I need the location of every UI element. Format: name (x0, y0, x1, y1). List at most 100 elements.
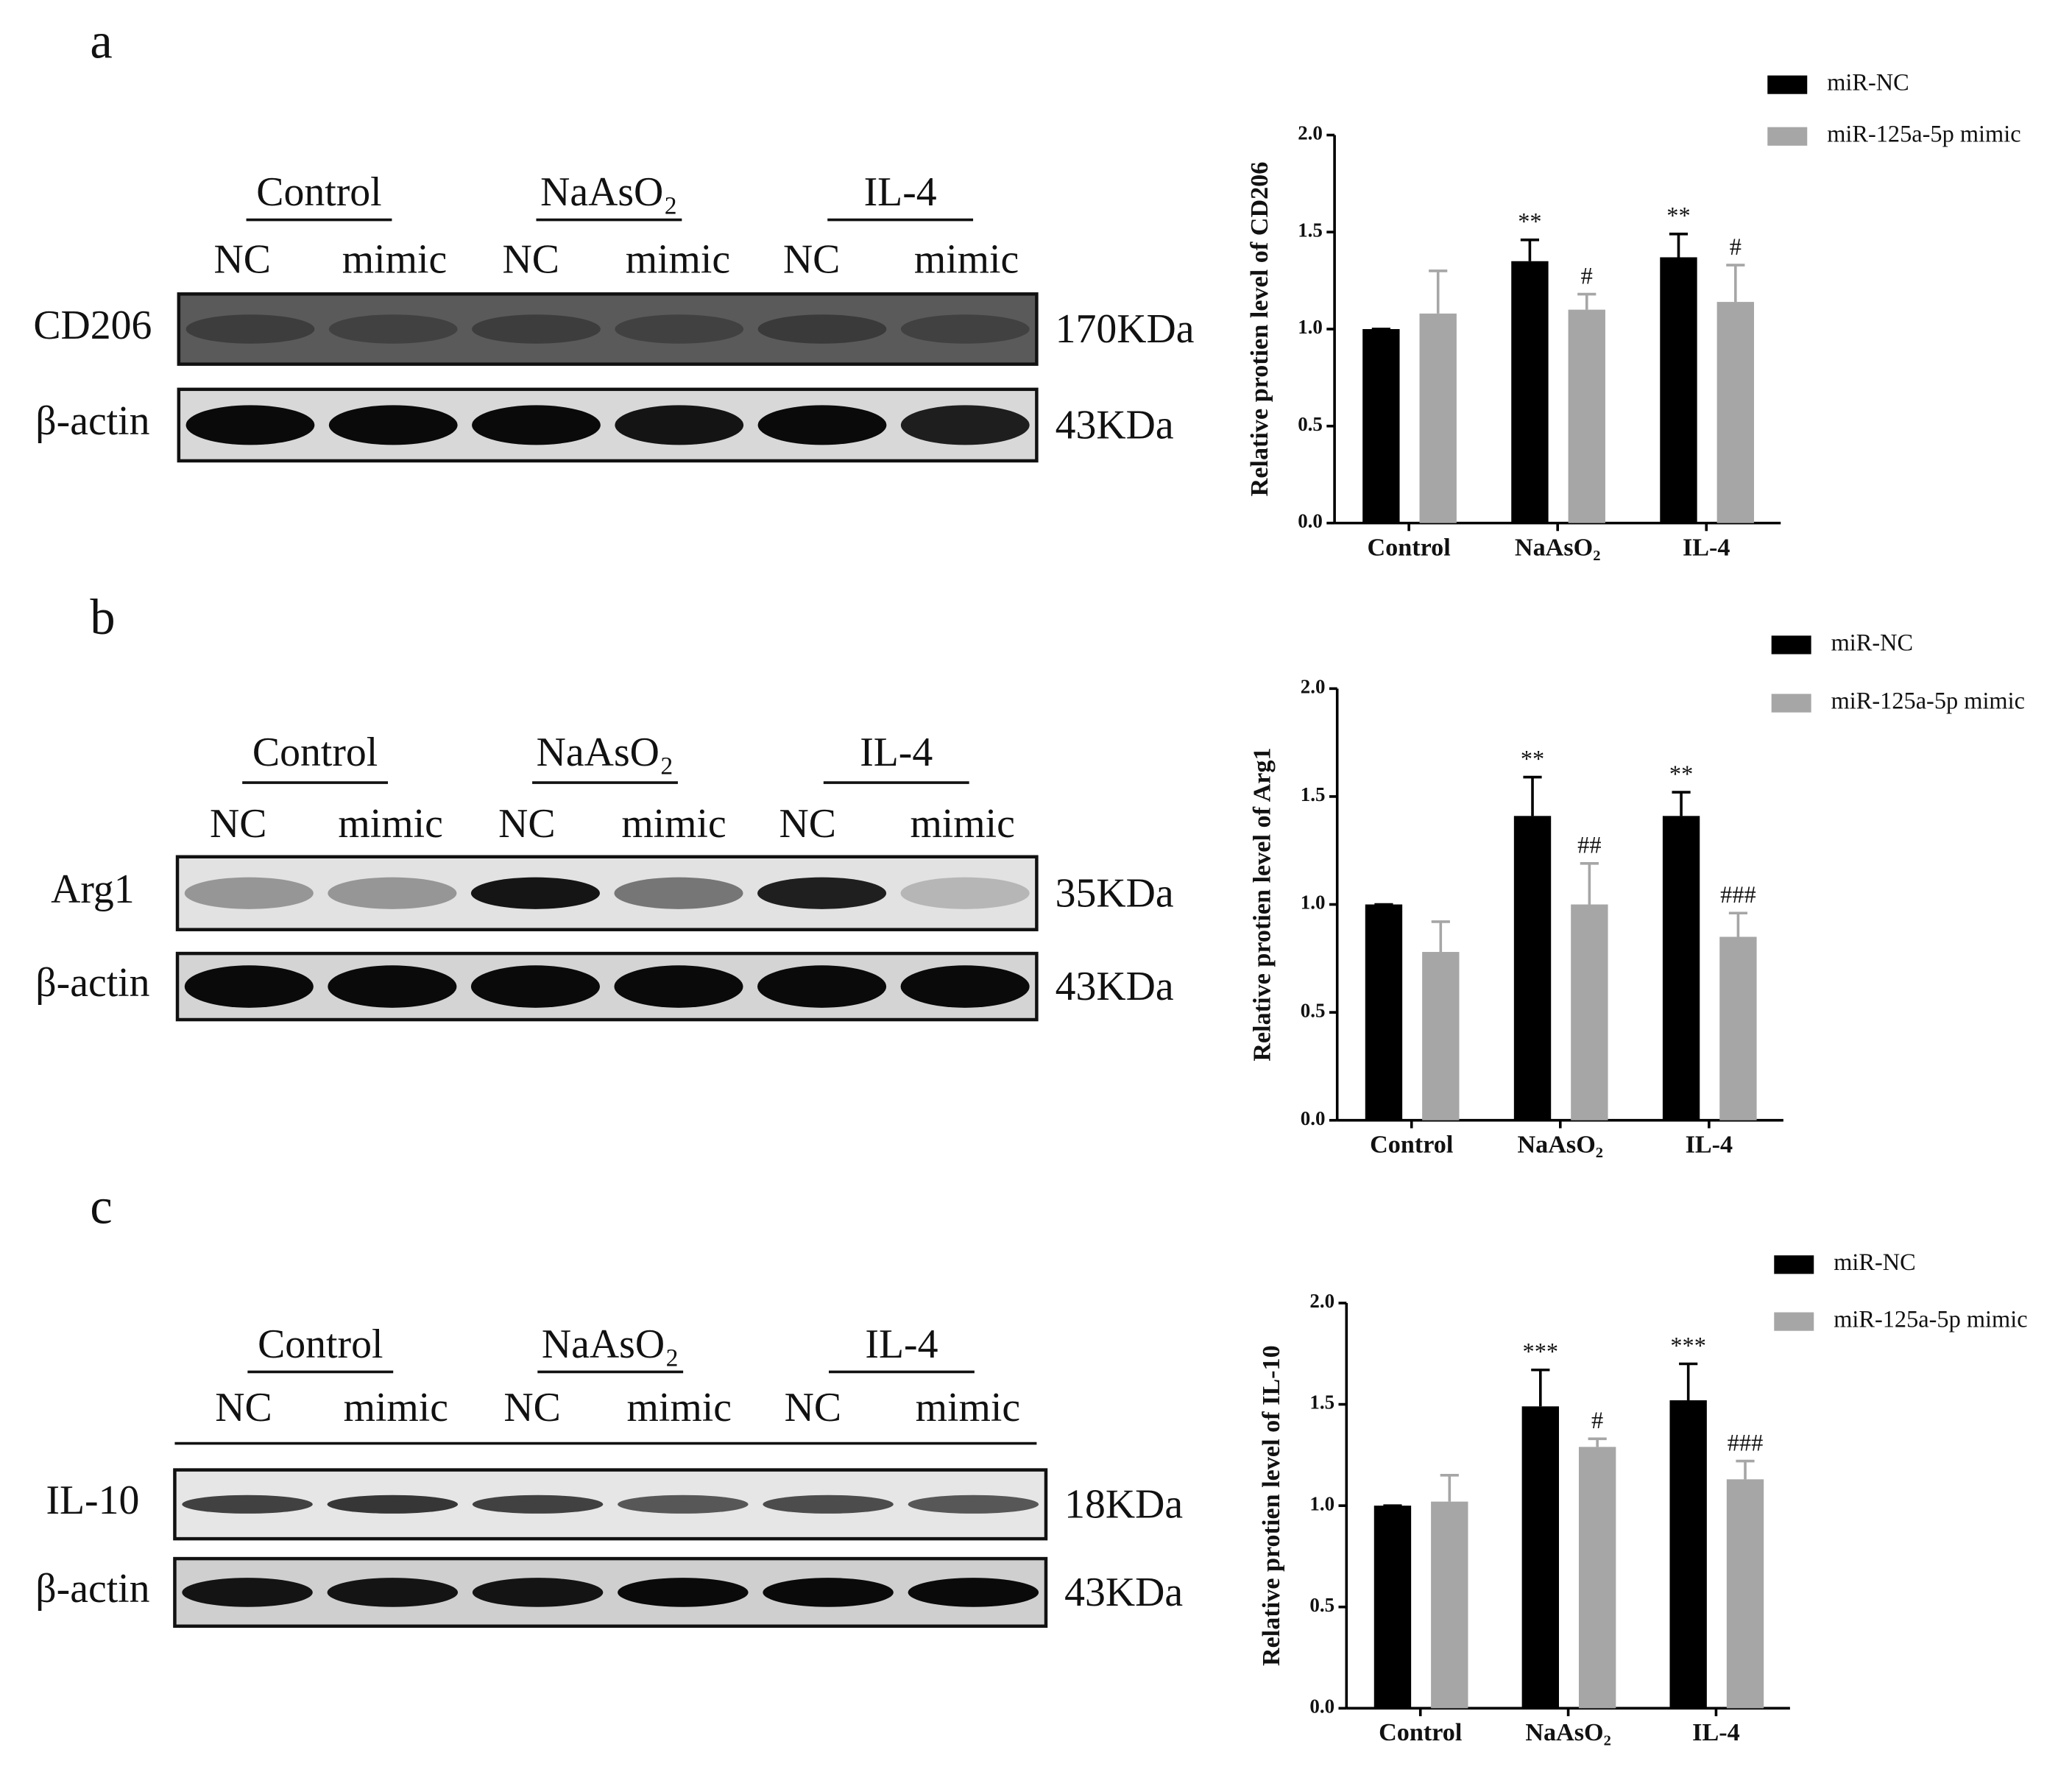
lane-label: mimic (914, 237, 1019, 283)
error-bar (1669, 233, 1689, 258)
lane-label: NC (498, 801, 555, 847)
group-label: NaAsO₂ (542, 1321, 679, 1367)
protein-label: β-actin (35, 960, 149, 1006)
error-bar (1672, 791, 1691, 816)
bar (1716, 302, 1755, 523)
bar (1362, 328, 1400, 523)
error-bar (1440, 1474, 1459, 1502)
blot-band (328, 965, 457, 1008)
error-bar (1520, 238, 1540, 261)
lane-label: NC (503, 1385, 560, 1430)
size-label: 43KDa (1056, 964, 1174, 1009)
blot-image (173, 1556, 1048, 1628)
blot-band (470, 965, 600, 1008)
x-tick-label: NaAsO₂ (1515, 534, 1601, 561)
blot-band (472, 1495, 604, 1514)
blot-band (327, 1495, 459, 1514)
significance: # (1730, 234, 1742, 261)
x-tick-label: IL-4 (1686, 1132, 1733, 1159)
blot-band (327, 1578, 459, 1607)
blot-band (763, 1495, 894, 1514)
lane-label: NC (503, 237, 559, 283)
legend-label: miR-125a-5p mimic (1834, 1307, 2027, 1333)
significance: *** (1523, 1339, 1559, 1366)
y-tick-label: 0.0 (1309, 1695, 1334, 1718)
lane-label: NC (779, 801, 835, 847)
blot-band (900, 405, 1030, 445)
blot-band (472, 405, 601, 445)
blot-image (177, 292, 1039, 366)
panel-label: a (90, 13, 112, 69)
lane-label: mimic (627, 1385, 732, 1430)
lane-label: mimic (910, 801, 1014, 847)
blot-band (900, 314, 1030, 344)
blot-band (614, 965, 743, 1008)
blot-band (328, 877, 457, 909)
bar (1422, 952, 1460, 1121)
blot-band (757, 314, 887, 344)
y-tick-label: 1.5 (1298, 219, 1323, 241)
y-tick-label: 2.0 (1298, 122, 1323, 144)
bar (1419, 313, 1457, 523)
bar (1719, 936, 1757, 1121)
error-bar (1523, 775, 1542, 816)
blot-band (757, 877, 887, 909)
blot-band (763, 1578, 894, 1607)
legend-swatch (1771, 635, 1811, 654)
bar (1365, 904, 1403, 1121)
lane-label: mimic (621, 801, 726, 847)
lane-label: mimic (916, 1385, 1020, 1430)
blot-band (328, 314, 458, 344)
y-tick-label: 0.5 (1309, 1594, 1334, 1616)
size-label: 43KDa (1056, 403, 1174, 448)
blot-band (185, 314, 315, 344)
y-tick-label: 0.0 (1298, 510, 1323, 532)
group-label: NaAsO₂ (537, 730, 674, 775)
y-tick-label: 1.0 (1309, 1492, 1334, 1514)
size-label: 43KDa (1064, 1570, 1183, 1615)
legend-swatch (1774, 1312, 1814, 1331)
bar (1660, 257, 1697, 523)
blot-band (472, 1578, 604, 1607)
blot-band (908, 1495, 1039, 1514)
blot-image (173, 1468, 1048, 1541)
bar (1431, 1501, 1468, 1709)
x-tick-label: Control (1379, 1719, 1462, 1746)
legend-swatch (1767, 75, 1808, 94)
y-axis-label: Relative protien level of CD206 (1246, 162, 1273, 497)
y-tick-label: 1.0 (1298, 316, 1323, 338)
blot-band (470, 877, 600, 909)
group-label: IL-4 (860, 730, 933, 775)
y-axis-label: Relative protien level of Arg1 (1249, 747, 1276, 1061)
legend-swatch (1774, 1255, 1814, 1274)
blot-band (615, 405, 744, 445)
blot-band (900, 877, 1030, 909)
significance: ** (1666, 203, 1690, 230)
protein-label: IL-10 (46, 1478, 139, 1523)
lane-label: NC (210, 801, 266, 847)
x-tick-label: NaAsO₂ (1525, 1719, 1611, 1746)
group-label: Control (258, 1321, 383, 1367)
x-tick-label: IL-4 (1692, 1719, 1740, 1746)
significance: ### (1728, 1430, 1764, 1456)
blot-band (184, 965, 314, 1008)
lane-label: mimic (342, 237, 447, 283)
error-bar (1577, 292, 1597, 310)
error-bar (1429, 269, 1448, 314)
bar (1373, 1506, 1412, 1709)
blot-band (757, 405, 887, 445)
lane-label: NC (785, 1385, 841, 1430)
y-tick-label: 1.0 (1301, 892, 1326, 914)
error-bar (1580, 862, 1599, 905)
group-label: IL-4 (864, 169, 937, 215)
blot-band (328, 405, 458, 445)
y-tick-label: 0.0 (1301, 1107, 1326, 1129)
size-label: 18KDa (1064, 1482, 1183, 1528)
legend-label: miR-125a-5p mimic (1827, 121, 2020, 148)
significance: *** (1670, 1333, 1706, 1359)
legend-label: miR-NC (1831, 629, 1913, 656)
y-tick-label: 1.5 (1301, 783, 1326, 805)
error-bar (1736, 1459, 1755, 1480)
blot-band (182, 1495, 313, 1514)
